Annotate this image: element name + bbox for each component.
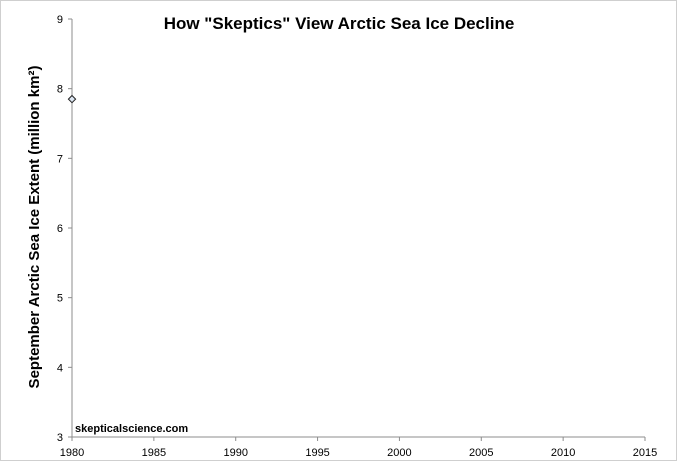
x-axis-ticks: 1980 1985 1990 1995 2000 2005 2010 2015	[60, 437, 657, 459]
x-tick-label: 1980	[60, 447, 84, 459]
watermark: skepticalscience.com	[75, 423, 188, 435]
y-tick-label: 6	[57, 223, 63, 235]
y-tick-label: 4	[57, 362, 63, 374]
x-tick-label: 2015	[633, 447, 657, 459]
chart-title: How "Skeptics" View Arctic Sea Ice Decli…	[164, 14, 515, 33]
x-tick-label: 1985	[142, 447, 166, 459]
y-tick-label: 9	[57, 14, 63, 26]
data-point	[67, 94, 77, 104]
x-tick-label: 2005	[469, 447, 493, 459]
data-points	[67, 94, 77, 104]
x-tick-label: 1990	[223, 447, 247, 459]
x-tick-label: 2010	[551, 447, 575, 459]
y-tick-label: 7	[57, 153, 63, 165]
y-axis-label: September Arctic Sea Ice Extent (million…	[26, 66, 43, 389]
y-axis-ticks: 3 4 5 6 7 8 9	[57, 14, 72, 444]
x-tick-label: 2000	[387, 447, 411, 459]
y-tick-label: 3	[57, 432, 63, 444]
y-tick-label: 8	[57, 84, 63, 96]
y-tick-label: 5	[57, 293, 63, 305]
x-tick-label: 1995	[305, 447, 329, 459]
